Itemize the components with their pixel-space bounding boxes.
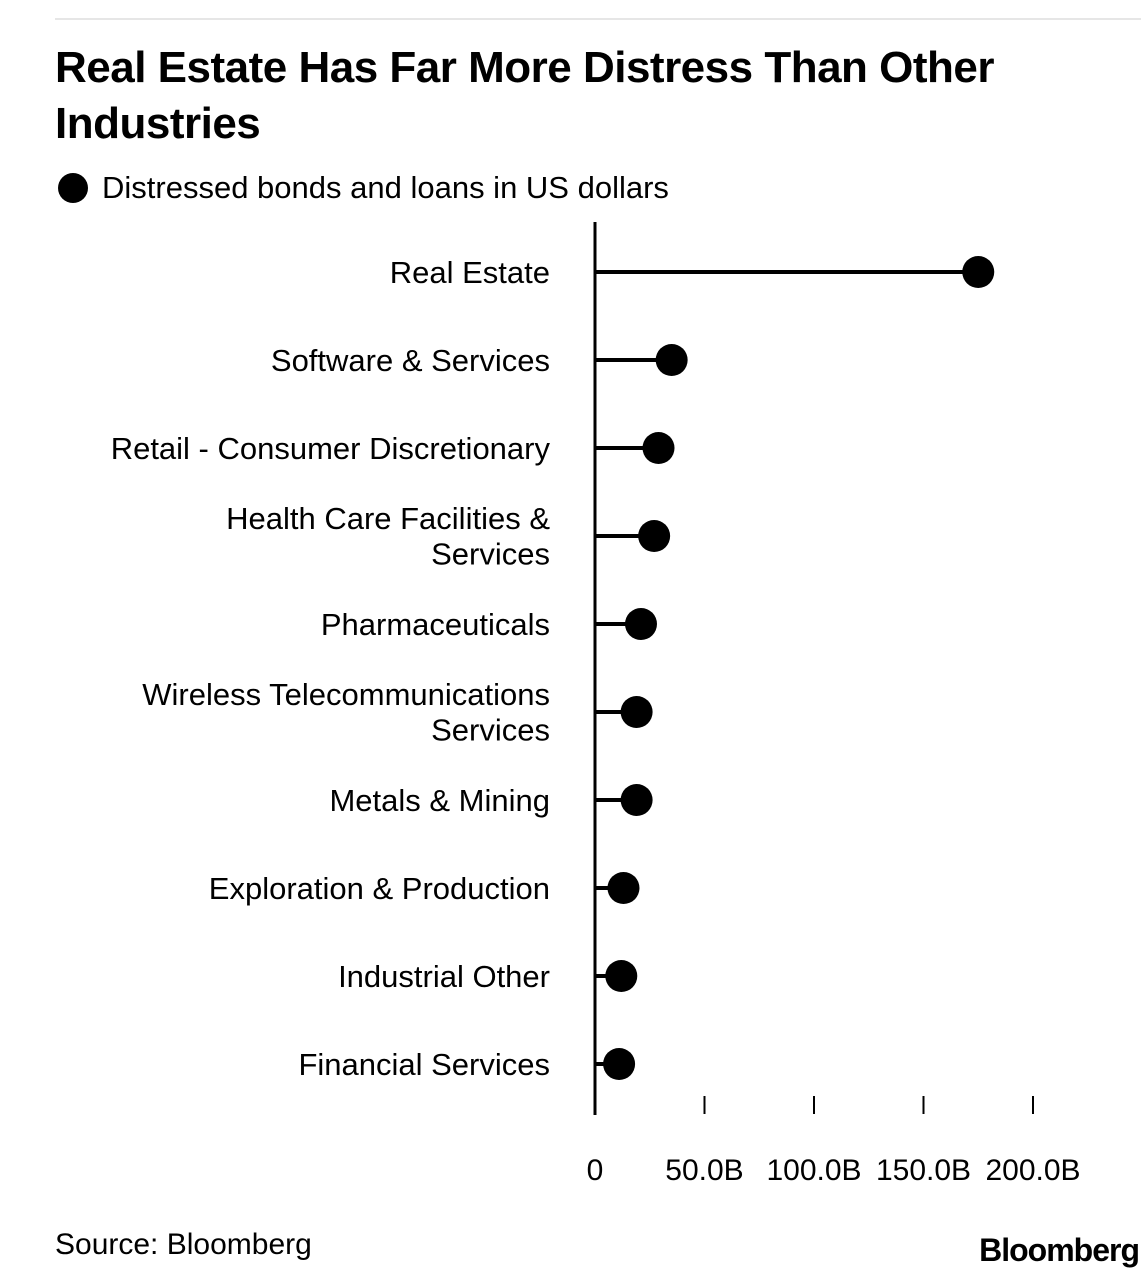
category-label: Pharmaceuticals	[321, 607, 550, 642]
category-label: Software & Services	[271, 343, 550, 378]
top-divider	[55, 18, 1141, 20]
category-label: Retail - Consumer Discretionary	[111, 431, 551, 466]
category-label: Industrial Other	[338, 959, 550, 994]
legend-label: Distressed bonds and loans in US dollars	[102, 170, 669, 205]
data-point	[655, 344, 688, 376]
category-label: Real Estate	[390, 255, 550, 290]
data-point	[603, 1048, 636, 1080]
data-point	[638, 520, 671, 552]
category-label: Financial Services	[298, 1047, 550, 1082]
data-point	[624, 608, 657, 640]
data-point	[605, 960, 638, 992]
x-tick-label: 100.0B	[766, 1154, 861, 1187]
data-point	[620, 784, 653, 816]
category-label: Wireless Telecommunications Services	[142, 677, 550, 748]
data-point	[607, 872, 640, 904]
data-point	[642, 432, 675, 464]
bloomberg-logo: Bloomberg	[979, 1232, 1140, 1268]
category-label: Health Care Facilities & Services	[226, 501, 550, 572]
data-point	[620, 696, 653, 728]
x-tick-label: 200.0B	[985, 1154, 1080, 1187]
x-tick-label: 50.0B	[665, 1154, 743, 1187]
data-point	[962, 256, 995, 288]
x-tick-label: 0	[587, 1154, 604, 1187]
source-note: Source: Bloomberg	[55, 1228, 312, 1261]
category-label: Metals & Mining	[329, 783, 550, 818]
legend: Distressed bonds and loans in US dollars	[58, 170, 669, 206]
category-label: Exploration & Production	[209, 871, 550, 906]
legend-marker	[58, 173, 88, 203]
chart-title: Real Estate Has Far More Distress Than O…	[55, 43, 995, 148]
x-tick-label: 150.0B	[876, 1154, 971, 1187]
